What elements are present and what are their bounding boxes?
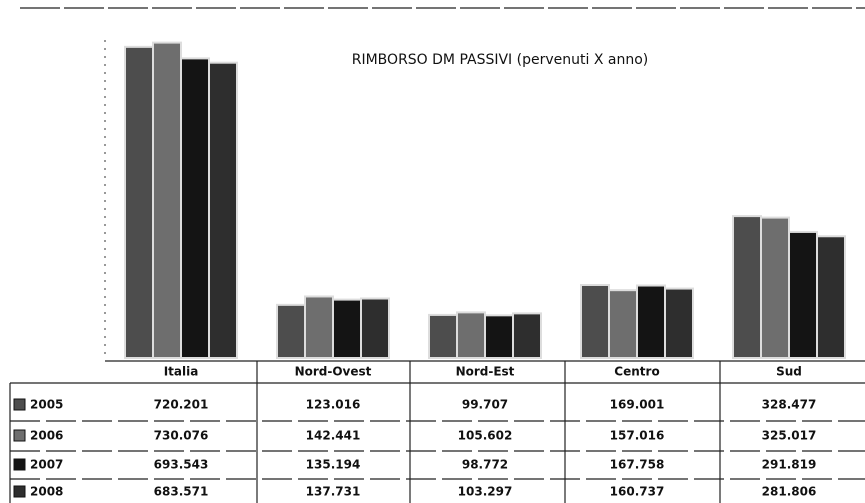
table-value: 123.016: [306, 398, 361, 412]
bar: [608, 289, 638, 360]
bar: [332, 298, 362, 359]
table-value: 160.737: [610, 485, 665, 499]
bar: [636, 284, 666, 359]
bar: [732, 215, 762, 359]
table-value: 157.016: [610, 429, 665, 443]
bar: [816, 235, 846, 359]
table-value: 683.571: [154, 485, 209, 499]
bar: [152, 41, 182, 359]
bar: [484, 314, 514, 360]
legend-label: 2008: [30, 485, 63, 499]
table-value: 98.772: [462, 458, 508, 472]
x-tick-label: Nord-Ovest: [295, 365, 372, 379]
table-value: 281.806: [762, 485, 817, 499]
table-value: 99.707: [462, 398, 508, 412]
legend-label: 2005: [30, 398, 63, 412]
table-value: 720.201: [154, 398, 209, 412]
bar: [580, 283, 610, 360]
table-value: 693.543: [154, 458, 209, 472]
x-tick-label: Sud: [776, 365, 802, 379]
legend-label: 2007: [30, 458, 63, 472]
legend-label: 2006: [30, 429, 63, 443]
table-value: 103.297: [458, 485, 513, 499]
chart-title: RIMBORSO DM PASSIVI (pervenuti X anno): [352, 52, 648, 68]
bar: [428, 313, 458, 359]
table-value: 135.194: [306, 458, 361, 472]
bar: [788, 230, 818, 359]
table-value: 325.017: [762, 429, 817, 443]
bar: [276, 303, 306, 359]
legend-swatch: [13, 485, 26, 498]
bar: [760, 216, 790, 359]
x-tick-label: Italia: [164, 365, 199, 379]
table-value: 137.731: [306, 485, 361, 499]
bar: [456, 311, 486, 360]
bar: [124, 45, 154, 359]
table-value: 291.819: [762, 458, 817, 472]
table-value: 105.602: [458, 429, 513, 443]
table-value: 730.076: [154, 429, 209, 443]
table-value: 328.477: [762, 398, 817, 412]
bar: [180, 57, 210, 359]
table-value: 169.001: [610, 398, 665, 412]
x-tick-label: Nord-Est: [456, 365, 515, 379]
legend-swatch: [13, 398, 26, 411]
x-tick-label: Centro: [614, 365, 659, 379]
bar: [664, 287, 694, 359]
bar: [208, 61, 238, 359]
legend-swatch: [13, 458, 26, 471]
bar: [360, 297, 390, 360]
legend-swatch: [13, 429, 26, 442]
table-value: 167.758: [610, 458, 665, 472]
table-value: 142.441: [306, 429, 361, 443]
bar: [304, 295, 334, 359]
bar: [512, 312, 542, 360]
